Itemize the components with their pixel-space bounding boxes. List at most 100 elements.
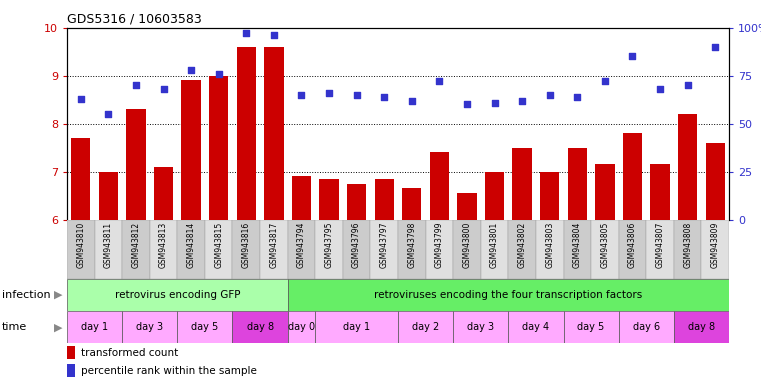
Point xyxy=(682,82,694,88)
Bar xyxy=(67,364,75,377)
Point xyxy=(654,86,666,92)
Bar xyxy=(619,311,674,343)
Bar xyxy=(99,172,118,220)
Point xyxy=(599,78,611,84)
Text: day 1: day 1 xyxy=(343,322,370,332)
Point xyxy=(543,92,556,98)
Bar xyxy=(347,184,366,220)
Text: GSM943800: GSM943800 xyxy=(463,222,472,268)
Text: day 1: day 1 xyxy=(81,322,108,332)
Point xyxy=(102,111,114,117)
Text: GSM943797: GSM943797 xyxy=(380,222,389,268)
Text: percentile rank within the sample: percentile rank within the sample xyxy=(81,366,257,376)
Text: ▶: ▶ xyxy=(53,290,62,300)
Bar xyxy=(288,220,315,279)
Bar xyxy=(67,346,75,359)
Bar xyxy=(67,311,122,343)
Text: day 5: day 5 xyxy=(578,322,605,332)
Text: GSM943817: GSM943817 xyxy=(269,222,279,268)
Bar xyxy=(374,179,394,220)
Text: day 3: day 3 xyxy=(467,322,495,332)
Bar xyxy=(398,311,454,343)
Text: GSM943799: GSM943799 xyxy=(435,222,444,268)
Bar xyxy=(233,311,288,343)
Point xyxy=(433,78,445,84)
Text: day 2: day 2 xyxy=(412,322,439,332)
Bar xyxy=(94,220,122,279)
Text: retrovirus encoding GFP: retrovirus encoding GFP xyxy=(115,290,240,300)
Bar xyxy=(288,279,729,311)
Bar xyxy=(508,220,536,279)
Bar xyxy=(430,152,449,220)
Point xyxy=(323,90,335,96)
Text: GSM943813: GSM943813 xyxy=(159,222,168,268)
Text: infection: infection xyxy=(2,290,50,300)
Bar xyxy=(568,147,587,220)
Bar xyxy=(67,220,94,279)
Point xyxy=(158,86,170,92)
Bar xyxy=(674,311,729,343)
Text: day 4: day 4 xyxy=(522,322,549,332)
Point xyxy=(378,94,390,100)
Bar xyxy=(485,172,505,220)
Bar xyxy=(563,220,591,279)
Text: GSM943808: GSM943808 xyxy=(683,222,693,268)
Bar xyxy=(288,311,315,343)
Text: retroviruses encoding the four transcription factors: retroviruses encoding the four transcrip… xyxy=(374,290,642,300)
Text: GSM943815: GSM943815 xyxy=(214,222,223,268)
Bar xyxy=(154,167,174,220)
Text: GSM943814: GSM943814 xyxy=(186,222,196,268)
Text: day 6: day 6 xyxy=(632,322,660,332)
Bar xyxy=(320,179,339,220)
Text: day 8: day 8 xyxy=(247,322,274,332)
Bar xyxy=(536,220,563,279)
Text: GSM943810: GSM943810 xyxy=(76,222,85,268)
Point xyxy=(626,53,638,60)
Point xyxy=(268,32,280,38)
Bar xyxy=(622,133,642,220)
Text: day 5: day 5 xyxy=(191,322,218,332)
Bar xyxy=(425,220,454,279)
Bar xyxy=(177,311,233,343)
Bar xyxy=(540,172,559,220)
Bar xyxy=(678,114,697,220)
Bar xyxy=(264,47,284,220)
Text: GSM943811: GSM943811 xyxy=(103,222,113,268)
Text: GSM943806: GSM943806 xyxy=(628,222,637,268)
Text: GSM943805: GSM943805 xyxy=(600,222,610,268)
Bar xyxy=(508,311,563,343)
Bar xyxy=(591,220,619,279)
Point xyxy=(709,44,721,50)
Bar xyxy=(291,176,311,220)
Point xyxy=(572,94,584,100)
Bar xyxy=(619,220,646,279)
Text: day 0: day 0 xyxy=(288,322,315,332)
Point xyxy=(185,67,197,73)
Bar xyxy=(209,76,228,220)
Point xyxy=(516,98,528,104)
Bar xyxy=(177,220,205,279)
Bar xyxy=(563,311,619,343)
Bar xyxy=(71,138,91,220)
Text: day 3: day 3 xyxy=(136,322,164,332)
Text: GDS5316 / 10603583: GDS5316 / 10603583 xyxy=(67,13,202,26)
Bar xyxy=(705,143,725,220)
Bar xyxy=(371,220,398,279)
Point xyxy=(75,96,87,102)
Bar xyxy=(646,220,673,279)
Point xyxy=(406,98,418,104)
Text: GSM943795: GSM943795 xyxy=(324,222,333,268)
Bar xyxy=(674,220,702,279)
Bar xyxy=(181,81,201,220)
Text: ▶: ▶ xyxy=(53,322,62,332)
Bar xyxy=(122,220,150,279)
Text: GSM943809: GSM943809 xyxy=(711,222,720,268)
Text: GSM943796: GSM943796 xyxy=(352,222,361,268)
Bar xyxy=(512,147,532,220)
Text: GSM943804: GSM943804 xyxy=(573,222,582,268)
Point xyxy=(240,30,253,36)
Point xyxy=(351,92,363,98)
Point xyxy=(130,82,142,88)
Text: GSM943816: GSM943816 xyxy=(242,222,251,268)
Point xyxy=(295,92,307,98)
